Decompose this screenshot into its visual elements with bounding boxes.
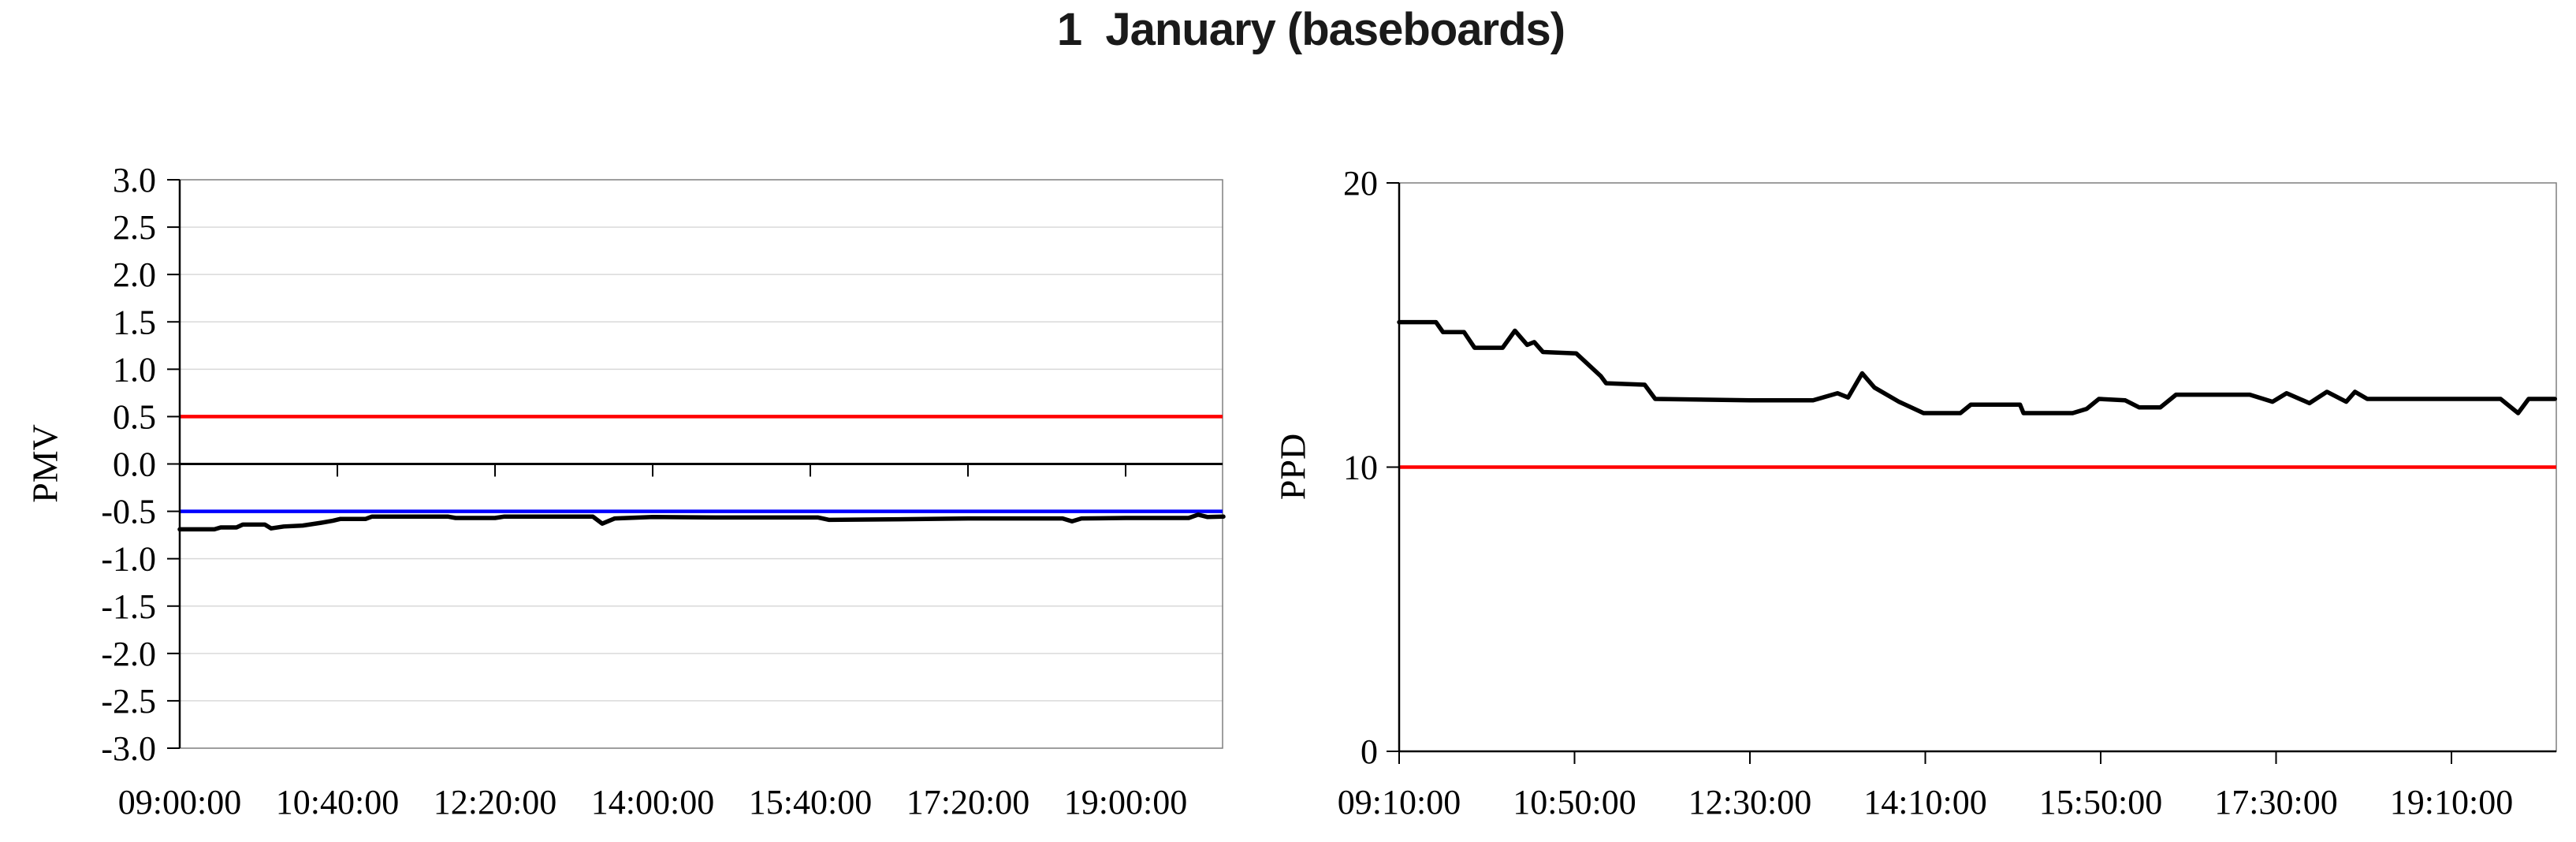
pmv-chart-x-tick-label: 10:40:00	[276, 783, 399, 822]
figure-title: 1 January (baseboards)	[1056, 4, 1565, 55]
pmv-chart-y-tick-label: 0.5	[113, 397, 156, 436]
pmv-chart-y-tick-label: 0.0	[113, 445, 156, 484]
ppd-chart-y-tick-label: 10	[1343, 449, 1378, 487]
pmv-chart-x-tick-label: 12:20:00	[434, 783, 557, 822]
ppd-chart-x-tick-label: 09:10:00	[1338, 783, 1461, 822]
ppd-chart-x-tick-label: 14:10:00	[1863, 783, 1986, 822]
ppd-chart-y-tick-label: 0	[1361, 732, 1378, 771]
pmv-chart-y-tick-label: 2.5	[113, 208, 156, 247]
pmv-chart-y-tick-label: -1.5	[101, 587, 156, 626]
pmv-chart-y-tick-label: -3.0	[101, 729, 156, 768]
pmv-chart-x-tick-label: 15:40:00	[749, 783, 872, 822]
pmv-chart-y-tick-label: -1.0	[101, 540, 156, 579]
pmv-chart-y-tick-label: 1.0	[113, 350, 156, 389]
pmv-chart-y-tick-label: -2.0	[101, 635, 156, 673]
pmv-chart-y-tick-label: -0.5	[101, 493, 156, 531]
ppd-chart-y-tick-label: 20	[1343, 164, 1378, 203]
ppd-chart-series-ppd	[1397, 319, 2558, 415]
pmv-chart-y-tick-label: 1.5	[113, 303, 156, 341]
pmv-chart-y-tick-label: 2.0	[113, 255, 156, 294]
ppd-chart-x-tick-label: 19:10:00	[2390, 783, 2513, 822]
ppd-chart-x-tick-label: 12:30:00	[1688, 783, 1811, 822]
ppd-chart-x-tick-label: 10:50:00	[1513, 783, 1636, 822]
ppd-chart-x-tick-label: 15:50:00	[2039, 783, 2162, 822]
pmv-chart-series-pmv	[177, 512, 1226, 532]
pmv-chart-x-tick-label: 09:00:00	[118, 783, 241, 822]
ppd-chart-x-tick-label: 17:30:00	[2214, 783, 2337, 822]
pmv-chart-x-tick-label: 19:00:00	[1064, 783, 1187, 822]
pmv-chart-x-tick-label: 17:20:00	[906, 783, 1029, 822]
pmv-chart-x-tick-label: 14:00:00	[591, 783, 714, 822]
pmv-chart-y-tick-label: 3.0	[113, 161, 156, 199]
pmv-chart-y-tick-label: -2.5	[101, 682, 156, 721]
